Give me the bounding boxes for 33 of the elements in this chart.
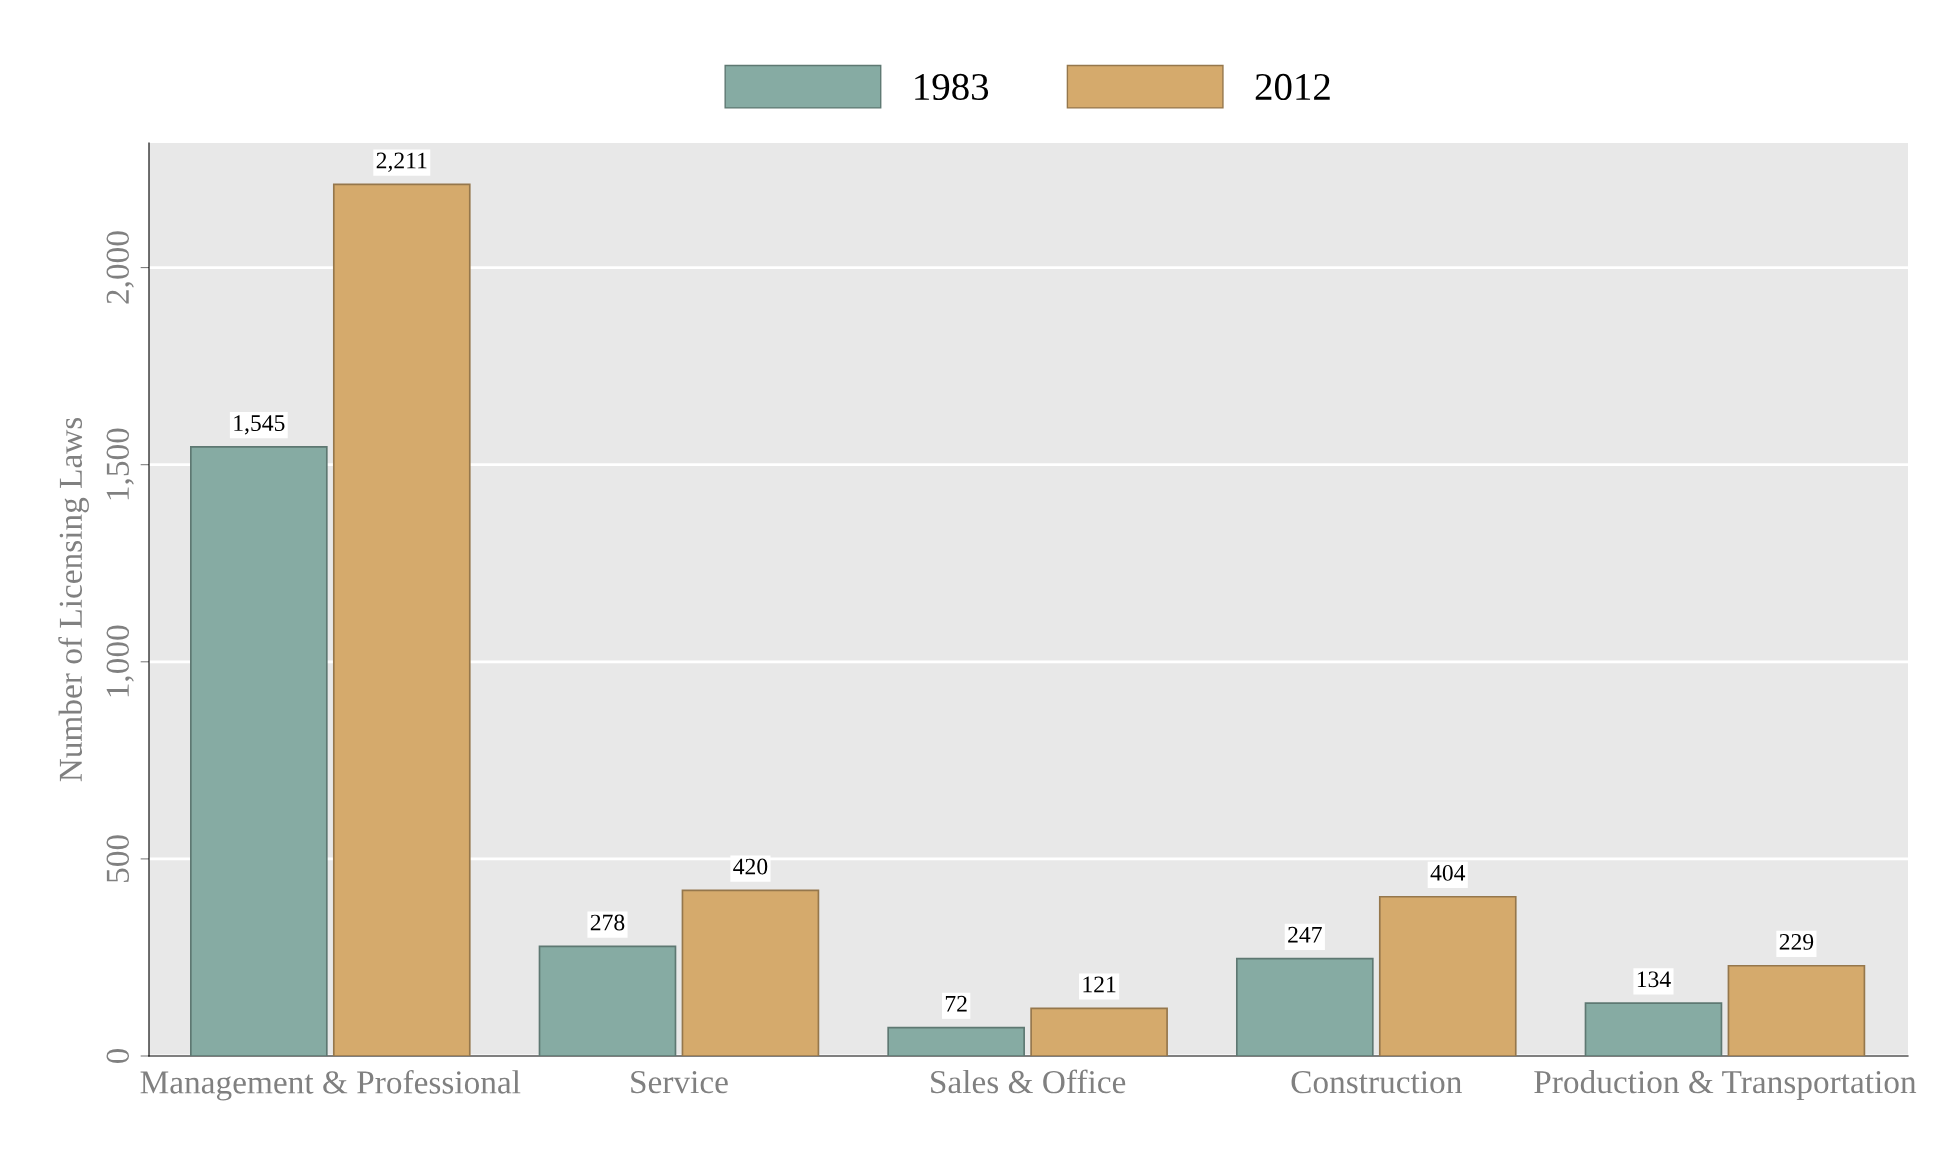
bar <box>1584 1002 1723 1056</box>
x-tick-label: Construction <box>1291 1070 1462 1094</box>
bar <box>190 446 328 1056</box>
data-label: 2,211 <box>376 152 427 172</box>
data-label: 420 <box>733 858 768 875</box>
bar <box>887 1026 1025 1056</box>
data-label: 404 <box>1430 864 1466 881</box>
data-label: 278 <box>590 914 625 931</box>
x-tick-label: Production & Transportation <box>1534 1069 1917 1101</box>
y-axis-title: Number of Licensing Laws <box>58 417 89 782</box>
data-label: 72 <box>945 995 967 1012</box>
y-tick-label: 0 <box>106 1048 130 1064</box>
y-tick-label: 1,500 <box>106 428 134 500</box>
x-tick-label: Management & Professional <box>140 1069 521 1101</box>
data-label: 229 <box>1779 933 1814 950</box>
bar <box>538 945 677 1056</box>
y-tick-label: 1,000 <box>106 625 134 697</box>
bar <box>1030 1007 1168 1056</box>
bar <box>332 183 471 1056</box>
data-label: 121 <box>1083 976 1116 993</box>
data-label: 247 <box>1288 926 1322 943</box>
y-tick-label: 500 <box>106 835 130 882</box>
legend-label: 1983 <box>915 73 989 101</box>
x-tick-label: Service <box>631 1070 728 1094</box>
data-label: 134 <box>1637 971 1671 988</box>
bar <box>681 889 820 1056</box>
bar <box>1378 895 1517 1056</box>
data-label: 1,545 <box>234 415 285 435</box>
bar <box>1235 957 1374 1056</box>
legend-label: 2012 <box>1255 73 1330 101</box>
x-tick-label: Sales & Office <box>931 1069 1126 1094</box>
bar <box>1727 964 1866 1056</box>
y-tick-label: 2,000 <box>106 231 134 304</box>
